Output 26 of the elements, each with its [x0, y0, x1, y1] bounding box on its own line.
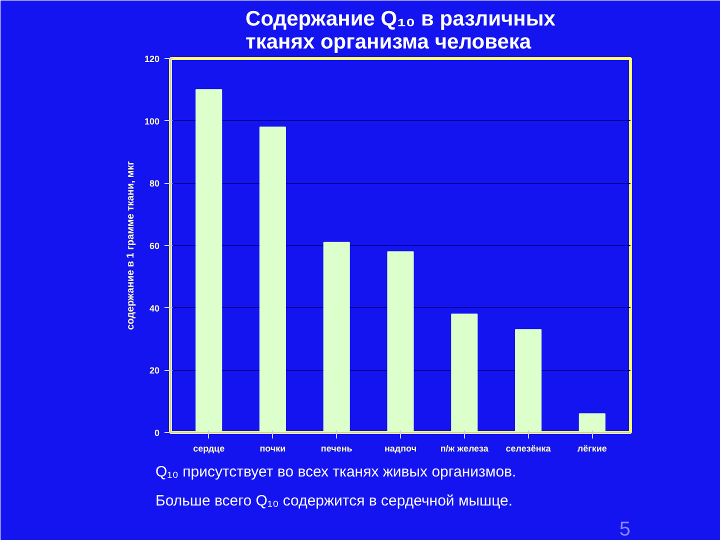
bar: [387, 251, 414, 432]
y-tick-label: 80: [149, 178, 160, 189]
x-tick-label: почки: [260, 444, 286, 454]
bar: [323, 242, 350, 432]
x-tick-label: надпоч: [384, 444, 417, 454]
y-axis-title: содержание в 1 грамме ткани, мкг: [125, 161, 136, 330]
y-tick-label: 40: [149, 303, 160, 314]
y-tick-label: 0: [154, 428, 160, 438]
x-tick-label: селезёнка: [506, 444, 552, 454]
bar: [451, 314, 478, 432]
x-tick-label: лёгкие: [577, 444, 607, 454]
y-tick-label: 20: [149, 366, 160, 376]
x-tick-label: сердце: [193, 444, 225, 454]
bar: [515, 329, 542, 432]
bar: [196, 89, 222, 432]
y-tick-label: 120: [144, 54, 160, 64]
x-tick-label: печень: [320, 444, 353, 454]
text: 5: [619, 518, 630, 540]
bar: [578, 413, 606, 432]
chart-title: Содержание Q₁₀ в различных тканях организма человека: [246, 8, 556, 54]
text: Q₁₀ присутствует во всех тканях живых организмов.: [156, 464, 516, 480]
x-tick-label: п/ж железа: [440, 444, 490, 454]
bar: [259, 126, 286, 432]
y-tick-label: 100: [144, 116, 160, 126]
y-tick-label: 60: [149, 241, 160, 251]
text: Больше всего Q₁₀ содержится в сердечной мышце.: [156, 492, 513, 510]
